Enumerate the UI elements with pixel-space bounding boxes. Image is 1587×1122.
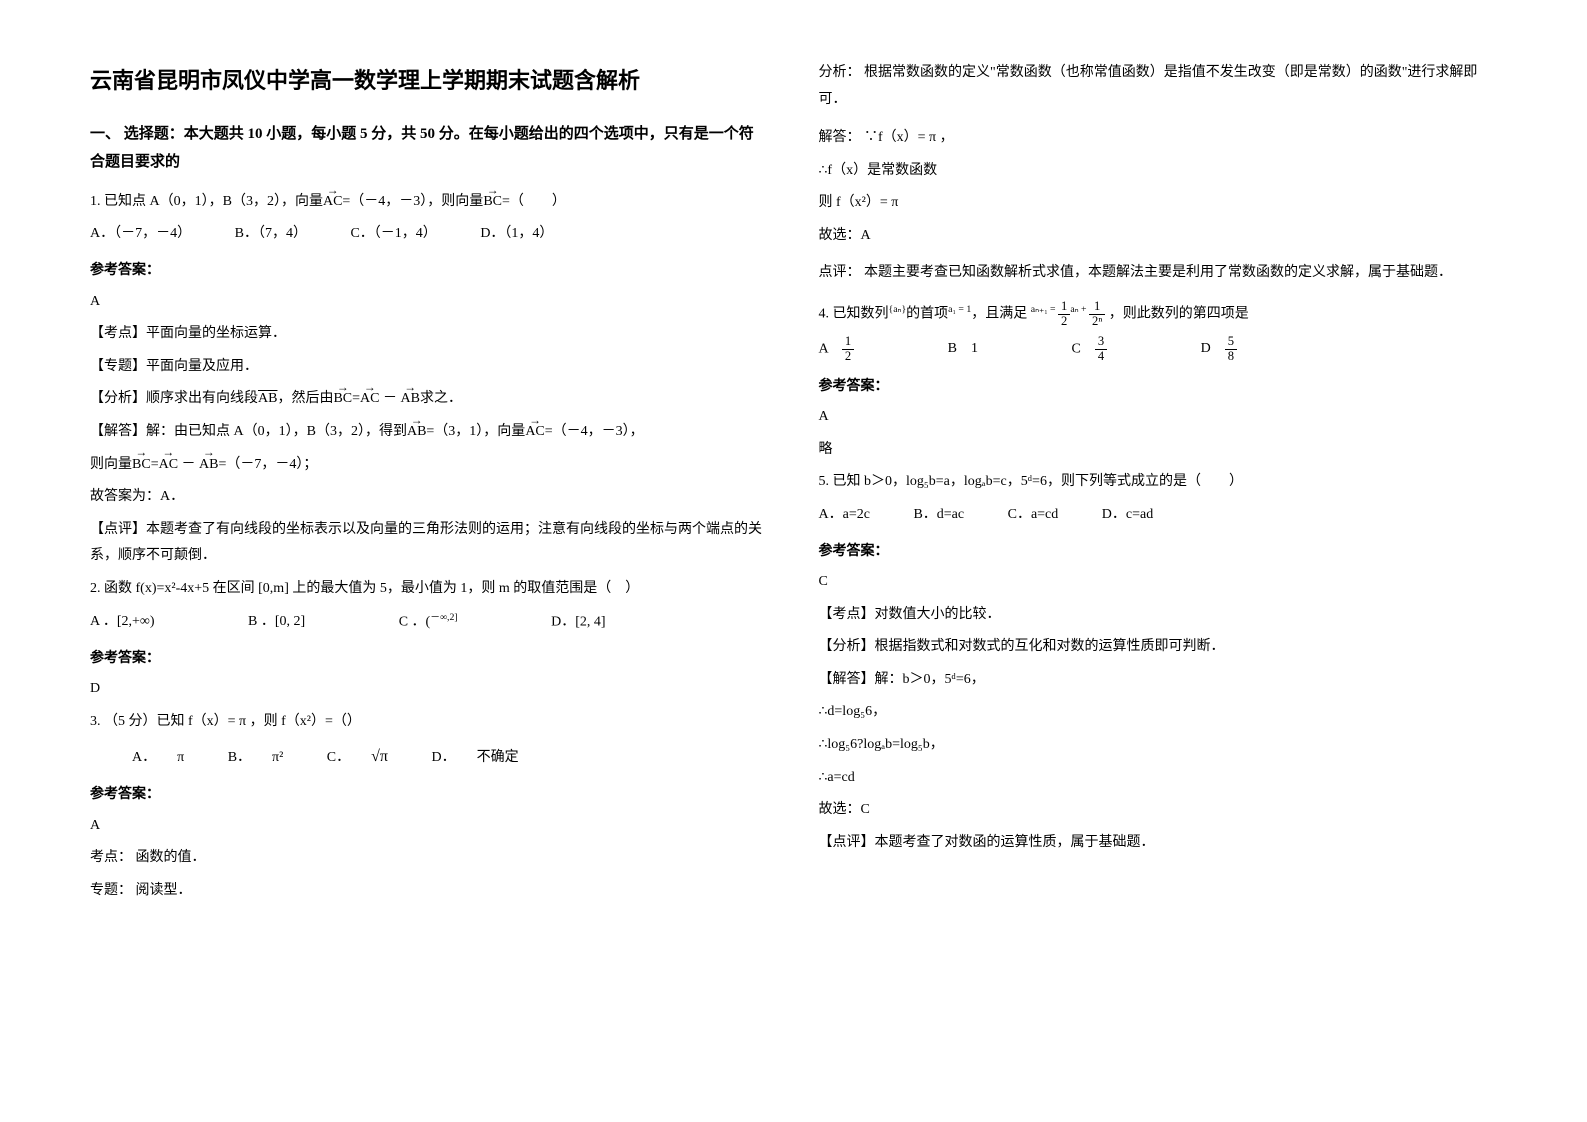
q1-options: A．（－7，－4） B．（7，4） C．（－1，4） D．（1，4） <box>90 221 769 248</box>
q5-options: A．a=2c B．d=ac C．a=cd D．c=ad <box>819 502 1498 529</box>
right-column: 分析： 根据常数函数的定义"常数函数（也称常值函数）是指值不发生改变（即是常数）… <box>819 60 1498 1062</box>
q1-jieda-3: 故答案为：A． <box>90 484 769 511</box>
q3-jieda-b: ∴f（x）是常数函数 <box>819 158 1498 185</box>
q5-fenxi: 【分析】根据指数式和对数式的互化和对数的运算性质即可判断． <box>819 634 1498 661</box>
q1-jieda: 【解答】解：由已知点 A（0，1），B（3，2），得到AB=（3，1），向量AC… <box>90 419 769 446</box>
document-title: 云南省昆明市凤仪中学高一数学理上学期期末试题含解析 <box>90 60 769 102</box>
answer-label: 参考答案： <box>819 539 1498 566</box>
q4-stem: 4. 已知数列{aₙ}的首项a₁ = 1，且满足 aₙ₊₁ = 12aₙ + 1… <box>819 300 1498 329</box>
q3-options: A． π B． π² C． √π D． 不确定 <box>90 742 769 772</box>
q3-jieda-d: 故选：A <box>819 223 1498 250</box>
q1-jieda-2: 则向量BC=AC － AB=（－7，－4）； <box>90 452 769 479</box>
q3-fenxi: 分析： 根据常数函数的定义"常数函数（也称常值函数）是指值不发生改变（即是常数）… <box>819 60 1498 113</box>
answer-label: 参考答案： <box>90 782 769 809</box>
q2-options: A ．[2,+∞) B ．[0, 2] C ．(－∞,2] D．[2, 4] <box>90 609 769 636</box>
section-heading: 一、 选择题：本大题共 10 小题，每小题 5 分，共 50 分。在每小题给出的… <box>90 120 769 177</box>
q5-jieda-e: 故选：C <box>819 797 1498 824</box>
answer-label: 参考答案： <box>90 258 769 285</box>
q5-jieda: 【解答】解：b＞0，5ᵈ=6， <box>819 667 1498 694</box>
q3-kaodian: 考点： 函数的值． <box>90 845 769 872</box>
q5-jieda-b: ∴d=log₅6， <box>819 699 1498 726</box>
answer-label: 参考答案： <box>819 374 1498 401</box>
q3-jieda-label: 解答： ∵f（x）= π ， <box>819 125 1498 152</box>
q5-dianping: 【点评】本题考查了对数函的运算性质，属于基础题． <box>819 830 1498 857</box>
q5-kaodian: 【考点】对数值大小的比较． <box>819 602 1498 629</box>
q4-options: A 12 B 1 C 34 D 58 <box>819 335 1498 364</box>
q1-dianping: 【点评】本题考查了有向线段的坐标表示以及向量的三角形法则的运用；注意有向线段的坐… <box>90 517 769 570</box>
q3-answer: A <box>90 813 769 840</box>
q5-jieda-d: ∴a=cd <box>819 765 1498 792</box>
q3-dianping: 点评： 本题主要考查已知函数解析式求值，本题解法主要是利用了常数函数的定义求解，… <box>819 260 1498 287</box>
q1-stem: 1. 已知点 A（0，1），B（3，2），向量AC=（－4，－3），则向量BC=… <box>90 189 769 216</box>
q1-zhuanti: 【专题】平面向量及应用． <box>90 354 769 381</box>
q3-jieda-c: 则 f（x²）= π <box>819 190 1498 217</box>
answer-label: 参考答案： <box>90 646 769 673</box>
q2-stem: 2. 函数 f(x)=x²-4x+5 在区间 [0,m] 上的最大值为 5，最小… <box>90 576 769 603</box>
q3-stem: 3. （5 分）已知 f（x）= π ，则 f（x²）=（） <box>90 709 769 736</box>
q4-answer: A <box>819 404 1498 431</box>
q5-jieda-c: ∴log₅6?logₐb=log₅b， <box>819 732 1498 759</box>
left-column: 云南省昆明市凤仪中学高一数学理上学期期末试题含解析 一、 选择题：本大题共 10… <box>90 60 769 1062</box>
q4-slight: 略 <box>819 437 1498 464</box>
q2-answer: D <box>90 676 769 703</box>
q1-answer: A <box>90 289 769 316</box>
q5-stem: 5. 已知 b＞0，log₅b=a，logₐb=c，5ᵈ=6，则下列等式成立的是… <box>819 469 1498 496</box>
q3-zhuanti: 专题： 阅读型． <box>90 878 769 905</box>
q1-kaodian: 【考点】平面向量的坐标运算． <box>90 321 769 348</box>
q5-answer: C <box>819 569 1498 596</box>
q1-fenxi: 【分析】顺序求出有向线段AB，然后由BC=AC － AB求之． <box>90 386 769 413</box>
